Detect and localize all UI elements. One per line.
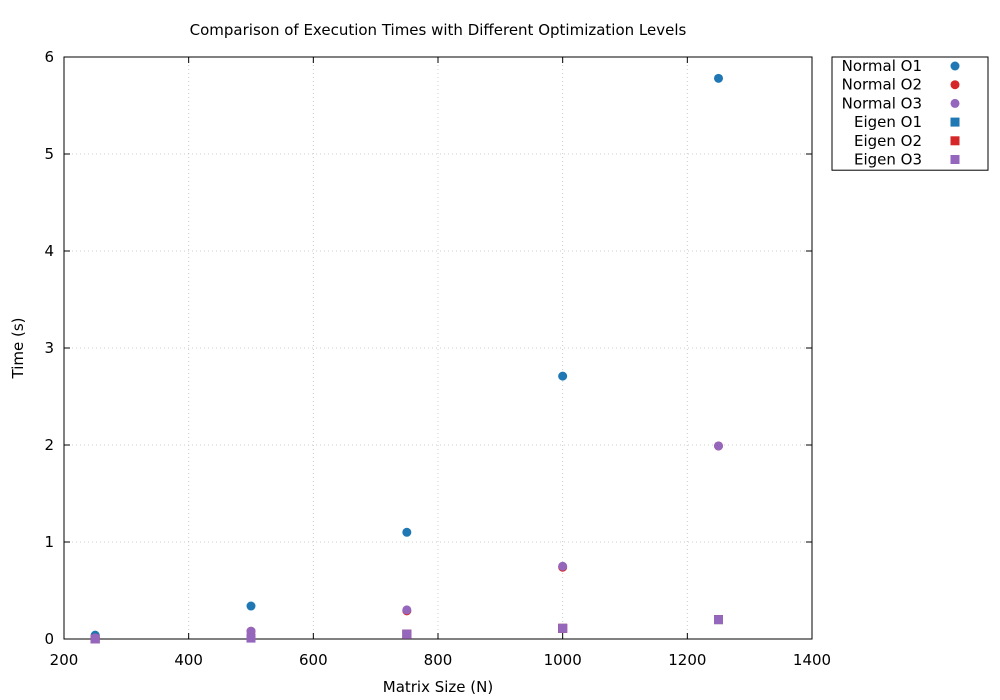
data-point xyxy=(90,634,100,644)
x-axis-label: Matrix Size (N) xyxy=(383,678,493,696)
legend-label: Normal O2 xyxy=(842,76,922,94)
x-tick-label: 600 xyxy=(299,651,328,669)
y-tick-label: 0 xyxy=(44,630,54,648)
points-layer xyxy=(90,73,723,644)
x-tick-label: 200 xyxy=(50,651,79,669)
y-tick-label: 2 xyxy=(44,436,54,454)
y-tick-label: 4 xyxy=(44,242,54,260)
grid-layer xyxy=(64,57,812,639)
data-point xyxy=(714,441,723,451)
series-eigen-o3 xyxy=(90,615,723,644)
legend-label: Eigen O1 xyxy=(854,113,922,131)
legend-marker xyxy=(950,155,960,164)
data-point xyxy=(402,527,412,537)
data-point xyxy=(558,561,568,571)
y-tick-label: 1 xyxy=(44,533,54,551)
legend-marker xyxy=(950,136,960,146)
data-point xyxy=(246,601,256,611)
chart-title: Comparison of Execution Times with Diffe… xyxy=(190,21,687,39)
series-normal-o1 xyxy=(90,73,723,640)
legend-marker xyxy=(950,61,960,71)
y-tick-label: 6 xyxy=(44,48,54,66)
data-point xyxy=(558,623,568,633)
legend-marker xyxy=(950,80,960,90)
data-point xyxy=(402,605,412,615)
data-point xyxy=(714,615,723,625)
x-tick-label: 1400 xyxy=(793,651,831,669)
x-tick-label: 800 xyxy=(424,651,453,669)
y-axis-label: Time (s) xyxy=(9,318,27,380)
legend-label: Normal O1 xyxy=(842,57,922,75)
legend-marker xyxy=(950,117,960,127)
x-tick-label: 1200 xyxy=(668,651,706,669)
ticks-layer: 200 400 600 800 1000 1200 1400 0 1 2 3 4 5 6 xyxy=(44,48,831,669)
x-tick-label: 400 xyxy=(174,651,203,669)
data-point xyxy=(714,73,723,83)
data-point xyxy=(246,633,256,643)
x-tick-label: 1000 xyxy=(544,651,582,669)
y-tick-label: 5 xyxy=(44,145,54,163)
y-tick-label: 3 xyxy=(44,339,54,357)
legend-label: Normal O3 xyxy=(842,94,922,112)
data-point xyxy=(402,629,412,639)
data-point xyxy=(558,371,568,381)
legend-label: Eigen O3 xyxy=(854,151,922,169)
legend-box xyxy=(831,56,989,171)
data-point xyxy=(246,626,256,636)
legend-label: Eigen O2 xyxy=(854,132,922,150)
legend-marker xyxy=(950,98,960,108)
